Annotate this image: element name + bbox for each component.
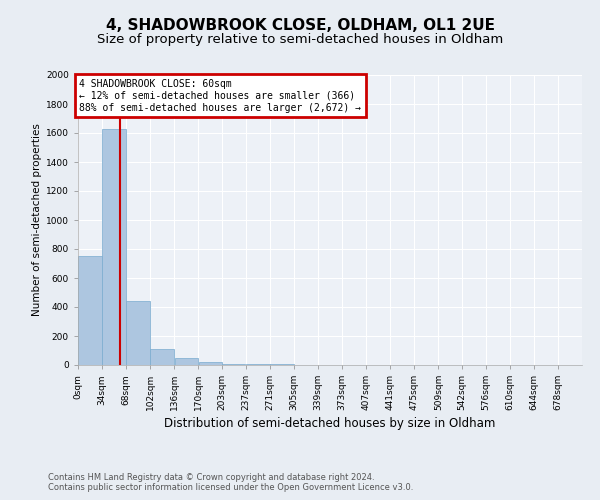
Bar [246, 364, 269, 365]
Bar [78, 256, 102, 365]
Bar [199, 362, 222, 365]
Bar [270, 364, 293, 365]
Text: 4, SHADOWBROOK CLOSE, OLDHAM, OL1 2UE: 4, SHADOWBROOK CLOSE, OLDHAM, OL1 2UE [106, 18, 494, 32]
Bar [103, 128, 126, 365]
Text: Size of property relative to semi-detached houses in Oldham: Size of property relative to semi-detach… [97, 32, 503, 46]
X-axis label: Distribution of semi-detached houses by size in Oldham: Distribution of semi-detached houses by … [164, 418, 496, 430]
Bar [127, 301, 150, 365]
Text: 4 SHADOWBROOK CLOSE: 60sqm
← 12% of semi-detached houses are smaller (366)
88% o: 4 SHADOWBROOK CLOSE: 60sqm ← 12% of semi… [79, 80, 361, 112]
Y-axis label: Number of semi-detached properties: Number of semi-detached properties [32, 124, 42, 316]
Text: Contains public sector information licensed under the Open Government Licence v3: Contains public sector information licen… [48, 482, 413, 492]
Bar [151, 349, 174, 365]
Text: Contains HM Land Registry data © Crown copyright and database right 2024.: Contains HM Land Registry data © Crown c… [48, 472, 374, 482]
Bar [222, 364, 245, 365]
Bar [175, 358, 198, 365]
